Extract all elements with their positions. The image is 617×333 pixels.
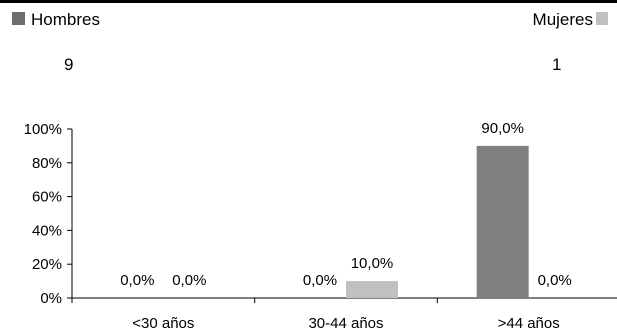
legend-label-women: Mujeres	[532, 10, 593, 29]
legend-swatch-women	[596, 12, 608, 25]
category-label: >44 años	[498, 315, 560, 332]
data-label-women: 10,0%	[351, 255, 394, 272]
category-label: 30-44 años	[308, 315, 383, 332]
bar-women	[346, 281, 398, 298]
data-label-women: 0,0%	[538, 272, 572, 289]
y-tick-label: 20%	[32, 256, 62, 273]
bar-men	[476, 145, 529, 298]
y-tick-label: 60%	[32, 189, 62, 206]
y-tick-label: 40%	[32, 222, 62, 239]
y-tick-label: 100%	[24, 121, 62, 138]
category-label: <30 años	[132, 315, 194, 332]
men-count: 9	[64, 55, 74, 74]
y-tick-label: 80%	[32, 155, 62, 172]
legend-label-men: Hombres	[31, 10, 100, 29]
top-rule	[0, 0, 617, 3]
data-label-men: 90,0%	[481, 120, 524, 137]
data-label-women: 0,0%	[172, 272, 206, 289]
y-tick-label: 0%	[40, 290, 62, 307]
data-label-men: 0,0%	[120, 272, 154, 289]
legend-swatch-men	[12, 12, 25, 25]
women-count: 1	[552, 55, 562, 74]
data-label-men: 0,0%	[303, 272, 337, 289]
